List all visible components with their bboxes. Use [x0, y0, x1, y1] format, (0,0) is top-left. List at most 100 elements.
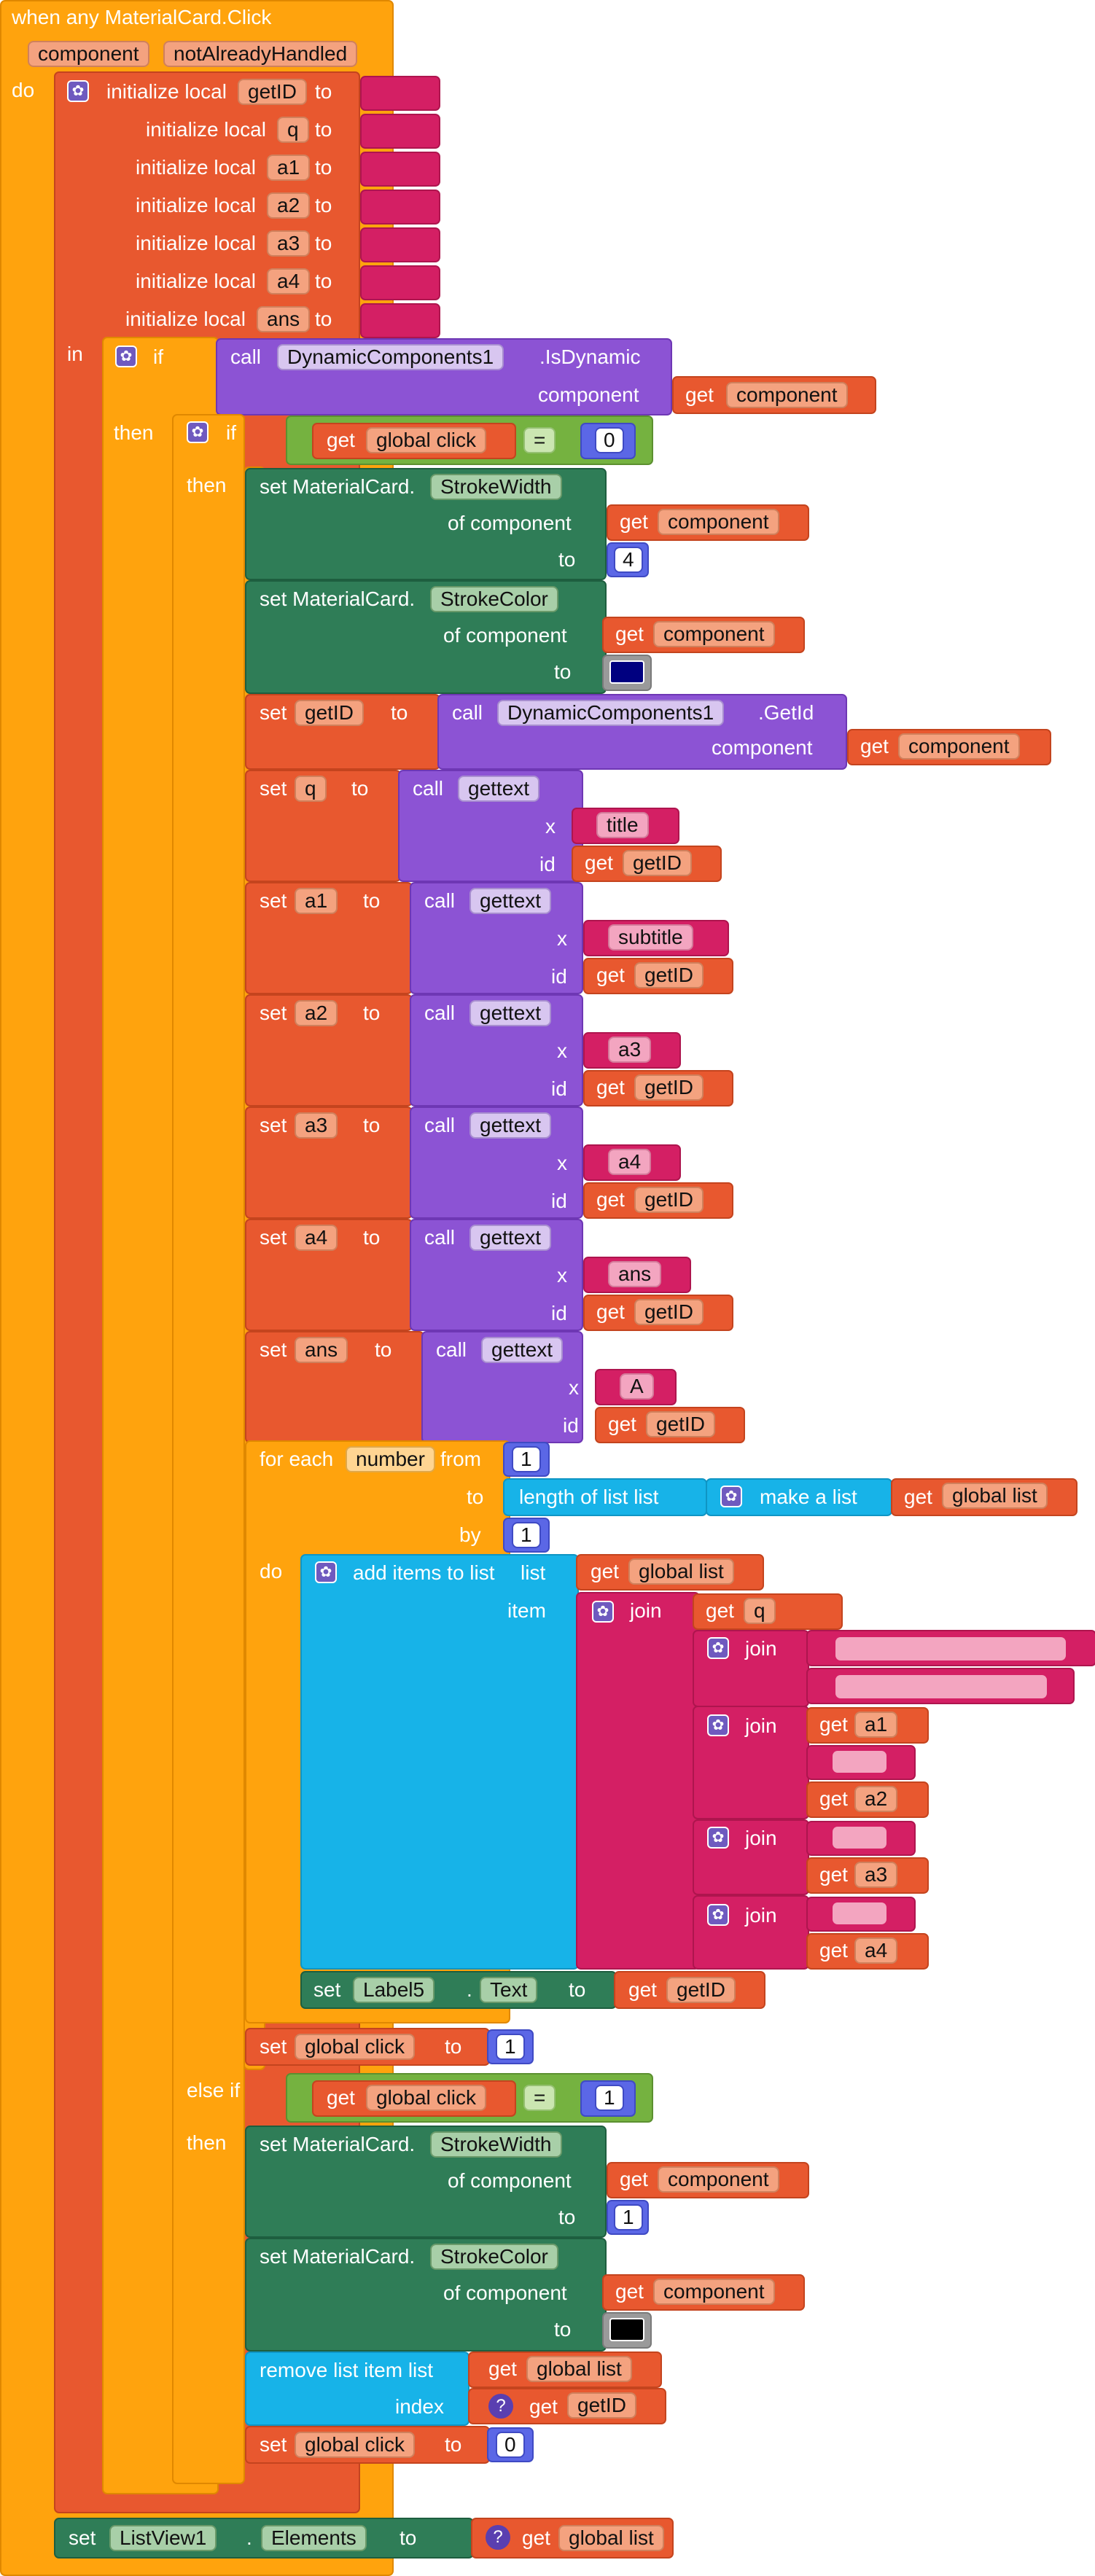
help-icon[interactable]: ? [488, 2394, 513, 2419]
empty-string-3[interactable] [360, 190, 440, 225]
text-prop-dropdown[interactable]: Text [480, 1977, 538, 2003]
elements-prop-dropdown[interactable]: Elements [261, 2525, 367, 2551]
get-component-dropdown[interactable]: component [898, 733, 1020, 760]
global-list-dropdown[interactable]: global list [526, 2356, 632, 2382]
gettext-proc-dropdown[interactable]: gettext [469, 1000, 552, 1026]
global-click-dropdown[interactable]: global click [295, 2034, 415, 2060]
get-component-dropdown[interactable]: component [658, 2166, 779, 2193]
if-block-2[interactable] [172, 414, 245, 2484]
join-block-outer[interactable] [576, 1592, 700, 1970]
getid-dropdown[interactable]: getID [646, 1411, 715, 1437]
get-component-dropdown[interactable]: component [653, 2279, 775, 2305]
color-swatch-navy[interactable] [609, 660, 644, 684]
empty-string-1[interactable] [360, 114, 440, 149]
local-name-q[interactable]: q [277, 117, 309, 143]
x-string-value[interactable]: a3 [608, 1037, 652, 1063]
getid-dropdown[interactable]: getID [634, 962, 704, 988]
x-string-value[interactable]: subtitle [608, 924, 693, 951]
gettext-proc-dropdown[interactable]: gettext [469, 1225, 552, 1251]
var-dropdown-a2[interactable]: a2 [295, 1000, 338, 1026]
empty-string-4[interactable] [360, 227, 440, 262]
getid-dropdown[interactable]: getID [634, 1299, 704, 1325]
param-component[interactable]: component [28, 41, 149, 67]
help-icon[interactable]: ? [486, 2525, 510, 2550]
empty-string-long-field-1[interactable] [835, 1637, 1066, 1660]
gettext-proc-dropdown[interactable]: gettext [469, 888, 552, 914]
gear-icon[interactable]: ✿ [707, 1637, 729, 1659]
local-name-ans[interactable]: ans [257, 306, 311, 332]
local-name-a3[interactable]: a3 [267, 230, 311, 257]
x-string-value[interactable]: title [596, 812, 649, 838]
a4-dropdown[interactable]: a4 [854, 1937, 898, 1964]
number-one-value[interactable]: 1 [595, 2085, 624, 2111]
global-click-value[interactable]: 0 [496, 2432, 525, 2458]
label5-dropdown[interactable]: Label5 [353, 1977, 435, 2003]
empty-string-short-field-1[interactable] [833, 1751, 886, 1773]
var-dropdown-a3[interactable]: a3 [295, 1112, 338, 1139]
global-list-dropdown[interactable]: global list [558, 2525, 664, 2551]
gettext-proc-dropdown[interactable]: gettext [481, 1337, 564, 1363]
gear-icon[interactable]: ✿ [67, 80, 89, 102]
empty-string-short-field-3[interactable] [833, 1902, 886, 1924]
empty-string-0[interactable] [360, 76, 440, 111]
gettext-call-block[interactable] [410, 1219, 583, 1331]
global-list-dropdown[interactable]: global list [628, 1558, 734, 1585]
x-string-value[interactable]: a4 [608, 1149, 652, 1175]
dynamic-components-dropdown[interactable]: DynamicComponents1 [497, 700, 725, 726]
local-name-a1[interactable]: a1 [267, 155, 311, 181]
gear-icon[interactable]: ✿ [707, 1904, 729, 1926]
q-dropdown[interactable]: q [744, 1598, 776, 1624]
local-name-getid[interactable]: getID [238, 79, 307, 105]
get-component-dropdown[interactable]: component [726, 382, 848, 408]
gear-icon[interactable]: ✿ [707, 1827, 729, 1849]
stroke-width-value[interactable]: 1 [614, 2204, 643, 2230]
x-string-value[interactable]: A [620, 1373, 654, 1400]
var-dropdown-a4[interactable]: a4 [295, 1225, 338, 1251]
empty-string-6[interactable] [360, 303, 440, 338]
gettext-proc-dropdown[interactable]: gettext [458, 776, 540, 802]
gear-icon[interactable]: ✿ [707, 1714, 729, 1736]
a2-dropdown[interactable]: a2 [854, 1786, 898, 1812]
getid-dropdown[interactable]: getID [634, 1187, 704, 1213]
get-component-dropdown[interactable]: component [653, 621, 775, 647]
for-each-var[interactable]: number [346, 1446, 435, 1472]
global-click-dropdown[interactable]: global click [295, 2432, 415, 2458]
stroke-color-dropdown[interactable]: StrokeColor [430, 586, 558, 612]
gear-icon[interactable]: ✿ [315, 1561, 337, 1583]
global-click-dropdown[interactable]: global click [366, 2085, 486, 2111]
stroke-width-value[interactable]: 4 [614, 547, 643, 573]
getid-dropdown[interactable]: getID [623, 850, 692, 876]
gear-icon[interactable]: ✿ [720, 1486, 742, 1507]
global-list-dropdown[interactable]: global list [942, 1483, 1048, 1509]
getid-dropdown[interactable]: getID [567, 2392, 636, 2419]
param-not-already-handled[interactable]: notAlreadyHandled [163, 41, 358, 67]
getid-var-dropdown[interactable]: getID [295, 700, 364, 726]
stroke-width-dropdown[interactable]: StrokeWidth [430, 2131, 562, 2158]
dynamic-components-dropdown[interactable]: DynamicComponents1 [277, 344, 504, 370]
gear-icon[interactable]: ✿ [115, 346, 137, 367]
var-dropdown-q[interactable]: q [295, 776, 327, 802]
empty-string-long-field-2[interactable] [835, 1675, 1047, 1698]
global-click-dropdown[interactable]: global click [366, 427, 486, 453]
listview1-dropdown[interactable]: ListView1 [109, 2525, 217, 2551]
local-name-a2[interactable]: a2 [267, 192, 311, 219]
getid-dropdown[interactable]: getID [634, 1074, 704, 1101]
gear-icon[interactable]: ✿ [187, 421, 209, 443]
stroke-color-dropdown[interactable]: StrokeColor [430, 2244, 558, 2270]
global-click-value[interactable]: 1 [496, 2034, 525, 2060]
getid-dropdown[interactable]: getID [666, 1977, 736, 2003]
gear-icon[interactable]: ✿ [592, 1601, 614, 1623]
a3-dropdown[interactable]: a3 [854, 1862, 898, 1888]
add-items-to-list-block[interactable] [300, 1554, 579, 1970]
x-string-value[interactable]: ans [608, 1261, 662, 1287]
empty-string-5[interactable] [360, 265, 440, 300]
empty-string-2[interactable] [360, 152, 440, 187]
var-dropdown-a1[interactable]: a1 [295, 888, 338, 914]
stroke-width-dropdown[interactable]: StrokeWidth [430, 474, 562, 500]
remove-list-item-block[interactable] [245, 2351, 469, 2426]
by-number-value[interactable]: 1 [512, 1522, 541, 1548]
get-component-dropdown[interactable]: component [658, 509, 779, 535]
compare-op-dropdown[interactable]: = [523, 427, 556, 453]
empty-string-short-field-2[interactable] [833, 1827, 886, 1849]
